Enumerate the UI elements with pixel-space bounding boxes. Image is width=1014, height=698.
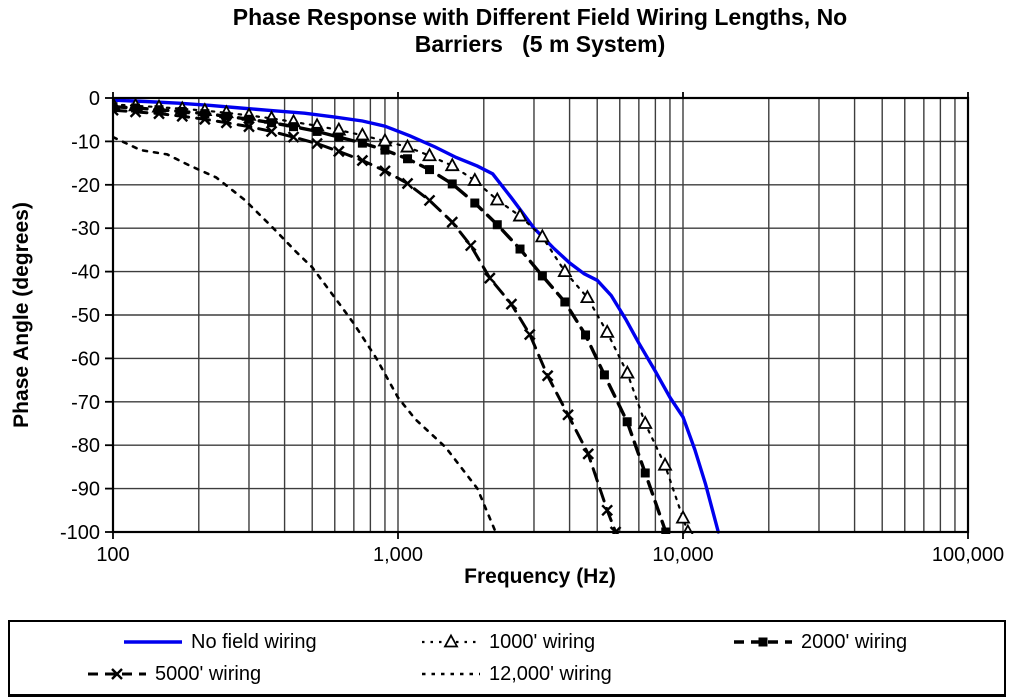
legend-swatch-5000ft-wiring-icon <box>88 668 146 680</box>
legend-label: 5000' wiring <box>155 662 262 685</box>
legend-swatch-1000ft-wiring-icon <box>422 633 480 648</box>
legend-item-5000ft-wiring: 5000' wiring <box>86 661 261 687</box>
y-tick-label: -10 <box>71 131 100 153</box>
y-tick-label: -80 <box>71 435 100 457</box>
gridlines <box>112 97 968 533</box>
y-tick-label: -40 <box>71 262 100 284</box>
legend-swatch-2000ft-wiring-icon <box>734 637 792 647</box>
axis-frame <box>105 92 970 539</box>
chart-title-line1: Phase Response with Different Field Wiri… <box>232 4 848 30</box>
legend-label: 12,000' wiring <box>489 662 612 685</box>
chart-title-line2: Barriers (5 m System) <box>414 31 666 57</box>
legend-item-no-field-wiring: No field wiring <box>122 629 317 655</box>
y-tick-label: -100 <box>60 522 100 544</box>
y-tick-label: -30 <box>71 218 100 240</box>
x-tick-label: 100,000 <box>932 544 1004 566</box>
x-tick-label: 10,000 <box>652 544 713 566</box>
y-tick-label: -50 <box>71 305 100 327</box>
legend-label: 1000' wiring <box>489 630 596 653</box>
data-series-layer <box>112 96 720 534</box>
x-axis-title: Frequency (Hz) <box>464 565 616 588</box>
legend-label: 2000' wiring <box>801 630 908 653</box>
legend-swatch-no-field-wiring-icon <box>124 640 182 644</box>
phase-response-plot: 100 1,000 10,000 100,000 0 -10 -20 -30 -40 -50 -60… <box>60 88 1004 566</box>
tick-labels: 100 1,000 10,000 100,000 0 -10 -20 -30 -40 -50 -60… <box>60 88 1004 566</box>
y-tick-label: -60 <box>71 348 100 370</box>
y-tick-label: 0 <box>89 88 100 110</box>
x-tick-label: 100 <box>96 544 129 566</box>
legend-label: No field wiring <box>191 630 317 653</box>
legend-item-1000ft-wiring: 1000' wiring <box>420 629 595 655</box>
x-tick-label: 1,000 <box>373 544 423 566</box>
legend: No field wiring 1000' wiring 2000' wirin… <box>8 620 1006 697</box>
y-tick-label: -90 <box>71 479 100 501</box>
y-tick-label: -70 <box>71 392 100 414</box>
y-tick-label: -20 <box>71 175 100 197</box>
chart-title: Phase Response with Different Field Wiri… <box>60 4 1014 58</box>
legend-swatch-12000ft-wiring-icon <box>422 672 480 676</box>
legend-item-12000ft-wiring: 12,000' wiring <box>420 661 612 687</box>
legend-item-2000ft-wiring: 2000' wiring <box>732 629 907 655</box>
